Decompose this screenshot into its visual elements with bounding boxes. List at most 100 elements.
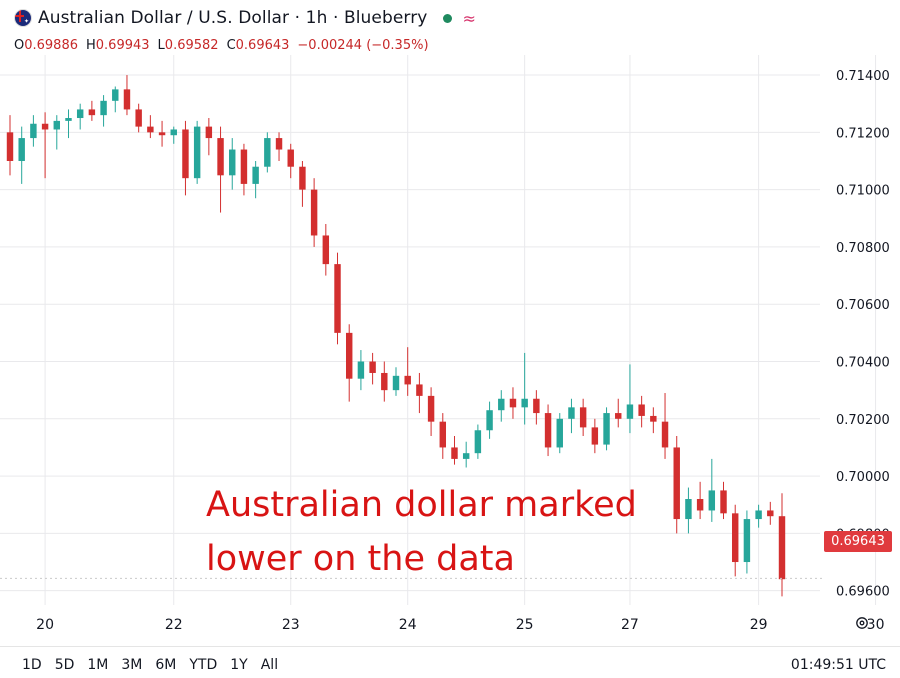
candle xyxy=(229,138,236,190)
candle xyxy=(544,404,552,457)
candle xyxy=(193,120,201,184)
range-button-1y[interactable]: 1Y xyxy=(230,657,248,673)
market-open-dot-icon xyxy=(443,13,453,23)
candle-body xyxy=(252,166,259,184)
candle xyxy=(416,372,423,414)
candle xyxy=(451,435,458,465)
candle xyxy=(439,413,447,459)
candle-body xyxy=(275,138,283,150)
annotation-line-2: lower on the data xyxy=(206,539,515,579)
candle-body xyxy=(673,447,680,520)
symbol-title[interactable]: Australian Dollar / U.S. Dollar · 1h · B… xyxy=(38,8,428,28)
range-button-5d[interactable]: 5D xyxy=(54,657,75,673)
candle-body xyxy=(6,132,14,161)
candle xyxy=(731,504,739,577)
candle xyxy=(603,407,610,451)
candle xyxy=(591,418,599,454)
range-button-1m[interactable]: 1M xyxy=(87,657,109,673)
range-button-ytd[interactable]: YTD xyxy=(189,657,218,673)
candle xyxy=(685,487,692,534)
candle xyxy=(100,95,107,127)
candle xyxy=(30,115,37,147)
candle-body xyxy=(381,372,388,391)
candle xyxy=(369,352,376,385)
annotation-line-1: Australian dollar marked xyxy=(206,485,637,525)
candle-body xyxy=(591,427,599,445)
range-button-1d[interactable]: 1D xyxy=(22,657,42,673)
candle xyxy=(240,143,248,196)
candle xyxy=(158,120,166,147)
close-value: C0.69643 xyxy=(226,38,290,53)
candle-body xyxy=(76,109,84,119)
range-selector: 1D 5D 1M 3M 6M YTD 1Y All xyxy=(22,657,278,673)
candle xyxy=(322,224,330,276)
price-tick-label: 0.70400 xyxy=(836,356,890,371)
time-tick-label: 25 xyxy=(516,617,534,633)
candle-body xyxy=(147,126,154,133)
price-tick-label: 0.71400 xyxy=(836,69,890,84)
candle xyxy=(65,109,72,139)
time-tick-label: 22 xyxy=(165,617,183,633)
candle-body xyxy=(568,407,575,419)
candle-body xyxy=(731,513,739,563)
range-button-all[interactable]: All xyxy=(260,657,279,673)
candle-body xyxy=(451,447,458,459)
candle xyxy=(673,435,680,534)
candle-body xyxy=(158,132,166,136)
candle-body xyxy=(240,149,248,184)
candle xyxy=(650,407,657,434)
price-tick-label: 0.70200 xyxy=(836,413,890,428)
candle-body xyxy=(392,375,400,391)
candle-body xyxy=(720,490,727,514)
candle-body xyxy=(579,407,587,428)
candle-body xyxy=(603,413,610,445)
candle xyxy=(217,126,224,213)
candle xyxy=(743,510,751,574)
candle-body xyxy=(65,118,72,121)
candle-body xyxy=(357,361,365,379)
candle-body xyxy=(486,410,493,431)
price-tick-label: 0.69600 xyxy=(836,585,890,600)
price-tick-label: 0.70800 xyxy=(836,241,890,256)
price-tick-label: 0.71000 xyxy=(836,184,890,199)
last-price-tag: 0.69643 xyxy=(824,531,892,552)
candle xyxy=(720,481,727,520)
candle-body xyxy=(310,189,318,236)
candle xyxy=(486,401,493,439)
range-button-3m[interactable]: 3M xyxy=(121,657,143,673)
candle xyxy=(205,118,213,156)
open-value: O0.69886 xyxy=(14,38,78,53)
candle-body xyxy=(182,129,189,179)
candle-body xyxy=(755,510,762,520)
candle-body xyxy=(88,109,96,116)
candle xyxy=(170,126,177,144)
candle-body xyxy=(521,398,528,408)
candle-body xyxy=(474,430,482,454)
candle-body xyxy=(404,375,411,385)
candle-body xyxy=(439,421,447,448)
candle xyxy=(345,324,353,402)
candle xyxy=(381,361,388,402)
time-tick-label: 24 xyxy=(399,617,417,633)
candle-body xyxy=(556,418,563,448)
utc-clock: 01:49:51 UTC xyxy=(790,657,886,673)
candle-body xyxy=(205,126,213,139)
candle xyxy=(6,115,14,176)
candle xyxy=(626,364,634,434)
candle xyxy=(135,103,142,133)
candle-body xyxy=(41,123,49,130)
candle xyxy=(778,493,786,597)
range-button-6m[interactable]: 6M xyxy=(155,657,177,673)
time-tick-label: 20 xyxy=(36,617,54,633)
candle-body xyxy=(685,499,692,520)
candle xyxy=(275,132,283,161)
candle-body xyxy=(778,516,786,580)
chart-annotation: Australian dollar marked lower on the da… xyxy=(206,478,637,586)
candle xyxy=(147,115,154,139)
candle-body xyxy=(217,138,224,176)
candle xyxy=(661,393,669,459)
settings-gear-icon[interactable] xyxy=(855,616,869,630)
candle-body xyxy=(615,413,622,419)
candle-body xyxy=(462,453,470,459)
price-tick-label: 0.70000 xyxy=(836,470,890,485)
